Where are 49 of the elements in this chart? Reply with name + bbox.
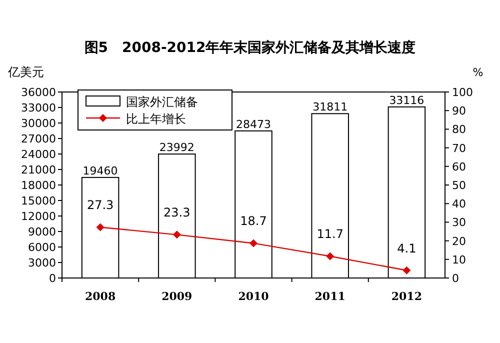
point	[250, 239, 258, 248]
point	[172, 230, 181, 239]
y2-axis-title: %	[472, 66, 484, 79]
data-label: 4.1	[397, 241, 416, 256]
y2-tick-label: 90	[452, 104, 466, 118]
y-tick-label: 30000	[21, 117, 56, 130]
data-label: 19460	[82, 164, 118, 178]
y2-tick-label: 20	[452, 234, 466, 248]
y-tick-label: 9000	[28, 226, 56, 238]
point	[326, 252, 334, 260]
y2-tick-label: 0	[452, 272, 459, 285]
y2-tick-label: 70	[452, 142, 466, 155]
y-tick-label: 15000	[21, 194, 56, 208]
y2-tick-label: 40	[452, 198, 466, 211]
data-label: 23.3	[164, 206, 190, 220]
y2-tick-label: 80	[452, 123, 466, 136]
y-tick-label: 33000	[21, 102, 56, 114]
data-label: 33116	[389, 94, 424, 107]
data-label: 23992	[159, 141, 194, 154]
data-label: 27.3	[86, 198, 114, 212]
x-tick-label: 2011	[314, 290, 346, 303]
y-tick-label: 27000	[21, 132, 56, 146]
y2-tick-label: 10	[452, 253, 466, 266]
y-tick-label: 3000	[28, 256, 56, 270]
data-label: 18.7	[240, 214, 267, 228]
y-tick-label: 36000	[21, 86, 56, 99]
y-tick-label: 0	[49, 272, 56, 285]
point	[402, 266, 411, 274]
legend-label: 比上年增长	[126, 112, 186, 126]
y-tick-label: 12000	[21, 210, 56, 223]
y2-tick-label: 50	[452, 179, 466, 192]
x-tick-label: 2012	[391, 290, 422, 303]
y2-tick-label: 60	[452, 160, 466, 174]
x-tick-label: 2009	[162, 290, 192, 303]
y2-tick-label: 30	[452, 216, 466, 230]
y2-tick-label: 100	[452, 86, 473, 99]
data-label: 11.7	[316, 227, 344, 242]
y-axis-title: 亿美元	[7, 65, 44, 79]
point	[96, 223, 104, 232]
x-tick-label: 2010	[238, 290, 270, 303]
data-label: 31811	[312, 100, 348, 114]
y-tick-label: 24000	[21, 148, 56, 161]
y-tick-label: 18000	[21, 179, 56, 192]
legend-label: 国家外汇储备	[126, 95, 198, 109]
y-tick-label: 21000	[21, 164, 56, 176]
chart-title: 图5 2008-2012年年末国家外汇储备及其增长速度	[84, 39, 416, 56]
x-tick-label: 2008	[84, 290, 116, 303]
y-tick-label: 6000	[28, 241, 56, 254]
data-label: 28473	[236, 118, 271, 131]
